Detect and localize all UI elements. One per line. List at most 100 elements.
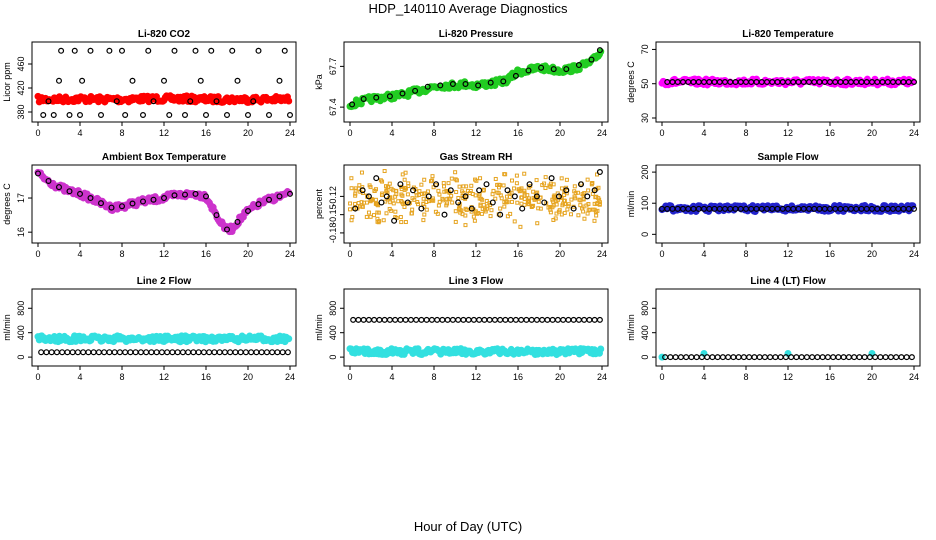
data-point [430, 196, 435, 201]
data-point [353, 193, 358, 198]
data-point [476, 316, 483, 323]
y-tick-label: 200 [640, 165, 650, 180]
x-tick-label: 20 [243, 372, 253, 382]
data-point [495, 182, 500, 187]
data-point [366, 210, 371, 215]
data-point [481, 202, 486, 207]
data-point [250, 98, 257, 105]
data-point [550, 205, 555, 210]
data-point [540, 183, 545, 188]
data-point [572, 189, 577, 194]
data-point [746, 354, 753, 361]
data-point [793, 354, 800, 361]
panel-9: Line 4 (LT) Flow ml/min 0 4 8 12 16 20 24 0 400 800 [626, 276, 921, 382]
data-point [382, 169, 387, 174]
data-point [570, 205, 577, 212]
data-point [470, 192, 475, 197]
data-point [101, 349, 108, 356]
data-point [471, 214, 476, 219]
x-tick-label: 12 [159, 128, 169, 138]
data-point [211, 349, 218, 356]
data-point [487, 79, 494, 86]
data-point [150, 98, 157, 105]
data-point [34, 170, 41, 177]
data-point [274, 349, 281, 356]
data-point [58, 47, 65, 54]
data-point [216, 349, 223, 356]
data-point [767, 354, 774, 361]
data-point [591, 187, 598, 194]
x-tick-label: 20 [867, 249, 877, 259]
data-point [353, 201, 358, 206]
data-point [555, 193, 562, 200]
data-point [856, 354, 863, 361]
data-point [533, 316, 540, 323]
data-point [814, 354, 821, 361]
data-point [171, 47, 178, 54]
data-point [424, 83, 431, 90]
data-point [470, 316, 477, 323]
y-tick-label: 67.7 [328, 58, 338, 76]
data-point [410, 207, 415, 212]
data-point [483, 181, 490, 188]
panel-title: Li-820 CO2 [138, 29, 191, 40]
data-point [576, 213, 581, 218]
data-point [596, 169, 603, 176]
data-point [187, 98, 194, 105]
data-point [365, 316, 372, 323]
data-point [509, 199, 514, 204]
data-point [423, 191, 428, 196]
data-point [263, 349, 270, 356]
data-point [426, 199, 431, 204]
data-point [386, 93, 393, 100]
x-tick-label: 20 [555, 249, 565, 259]
data-point [276, 77, 283, 84]
data-point [475, 82, 482, 89]
x-tick-label: 24 [285, 249, 295, 259]
data-point [371, 316, 378, 323]
y-tick-label: 100 [640, 196, 650, 211]
data-point [510, 178, 515, 183]
data-point [803, 354, 810, 361]
data-point [402, 201, 407, 206]
data-point [403, 186, 408, 191]
panel-title: Li-820 Pressure [439, 29, 514, 40]
data-point [150, 196, 157, 203]
data-point [413, 316, 420, 323]
x-tick-label: 0 [659, 372, 664, 382]
y-axis-label: ml/min [314, 314, 324, 341]
data-point [502, 316, 509, 323]
data-point [153, 349, 160, 356]
x-tick-label: 4 [701, 249, 706, 259]
data-point [528, 316, 535, 323]
data-point [208, 47, 215, 54]
data-point [861, 354, 868, 361]
data-point [45, 177, 52, 184]
y-tick-label: 800 [16, 301, 26, 316]
data-series [34, 332, 293, 346]
y-tick-label: -0.12 [328, 186, 338, 207]
data-point [90, 349, 97, 356]
x-tick-label: 24 [597, 128, 607, 138]
data-point [407, 316, 414, 323]
data-point [435, 211, 440, 216]
data-point [129, 200, 136, 207]
data-series [664, 78, 917, 85]
data-point [512, 186, 517, 191]
data-point [385, 197, 390, 202]
data-point [525, 193, 530, 198]
data-point [446, 181, 451, 186]
data-point [266, 111, 273, 118]
data-point [393, 209, 398, 214]
data-point [143, 349, 150, 356]
x-tick-label: 16 [201, 128, 211, 138]
data-point [87, 47, 94, 54]
data-point [442, 189, 447, 194]
data-point [232, 349, 239, 356]
data-point [908, 354, 915, 361]
data-point [446, 196, 451, 201]
data-point [559, 186, 564, 191]
data-point [140, 111, 147, 118]
x-tick-label: 20 [243, 249, 253, 259]
data-point [514, 181, 519, 186]
